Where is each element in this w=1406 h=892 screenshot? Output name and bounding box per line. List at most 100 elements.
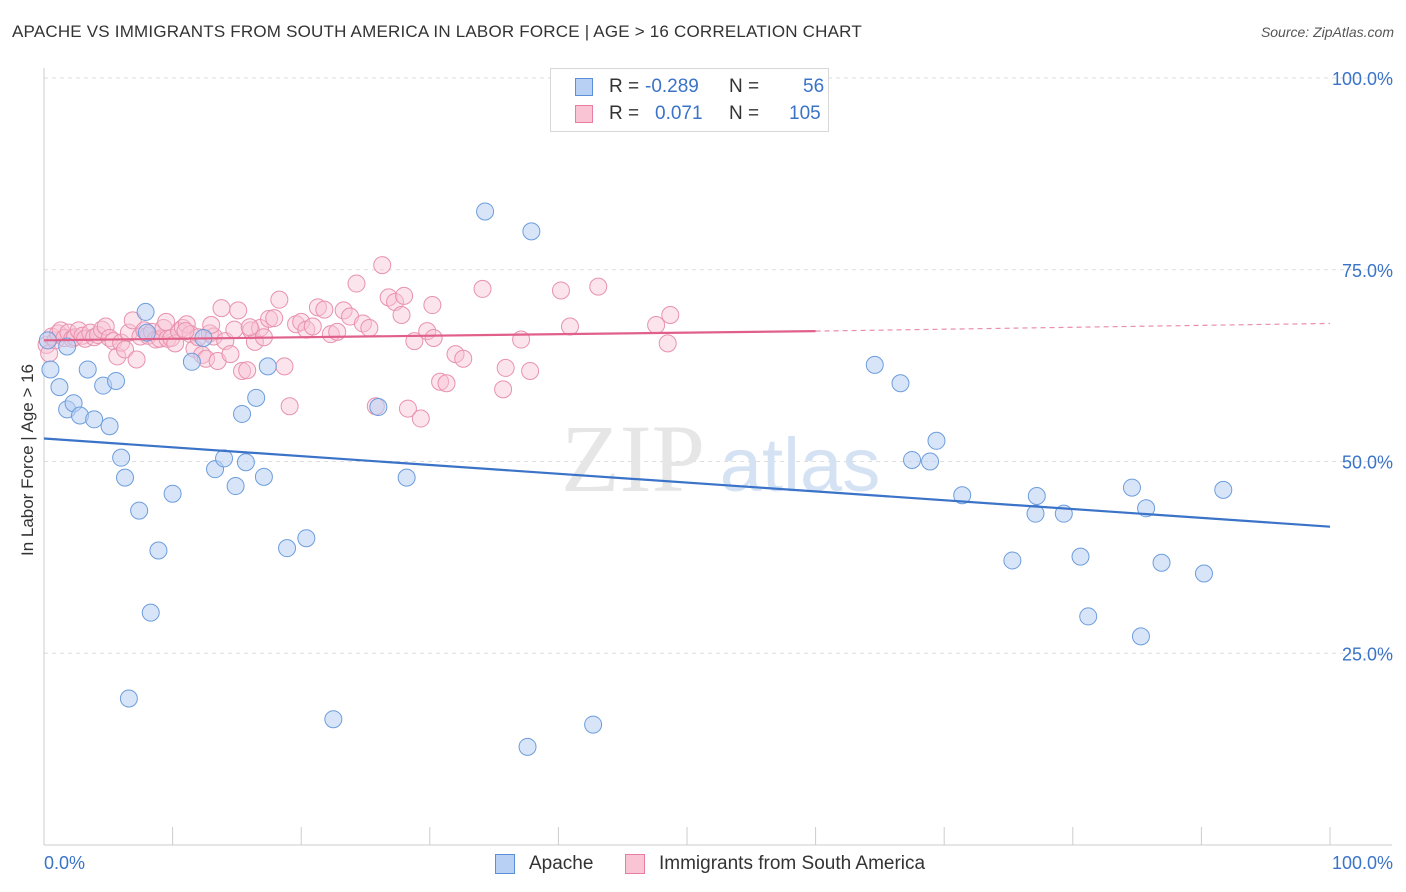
apache-point: [254, 467, 273, 486]
immigrants-point: [347, 274, 366, 293]
apache-point: [85, 410, 104, 429]
apache-point: [130, 501, 149, 520]
apache-point: [50, 378, 69, 397]
apache-point: [1003, 551, 1022, 570]
axes: [43, 68, 1392, 846]
apache-point: [1079, 607, 1098, 626]
immigrants-point: [494, 380, 513, 399]
watermark: ZIP atlas: [561, 405, 880, 512]
apache-point: [891, 374, 910, 393]
immigrants-point: [315, 300, 334, 319]
immigrants-point: [233, 361, 252, 380]
source-label: Source: ZipAtlas.com: [1260, 24, 1394, 40]
immigrants-point: [360, 319, 379, 338]
immigrants-trendline: [43, 330, 816, 342]
apache-point: [163, 484, 182, 503]
immigrants-point: [437, 374, 456, 393]
immigrants-point: [424, 329, 443, 348]
apache-point: [100, 417, 119, 436]
apache-point: [141, 603, 160, 622]
legend-label-immigrants: Immigrants from South America: [659, 853, 926, 874]
y-tick-label: 25.0%: [1342, 644, 1393, 664]
apache-point: [953, 486, 972, 505]
series-immigrants-points: [37, 256, 680, 428]
legend-swatch-immigrants: [625, 854, 645, 874]
immigrants-point: [238, 361, 257, 380]
apache-point: [107, 371, 126, 390]
immigrants-point: [647, 315, 666, 334]
immigrants-point: [177, 315, 196, 334]
apache-point: [1152, 553, 1171, 572]
legend-r-value: -0.289: [645, 76, 699, 97]
apache-point: [226, 477, 245, 496]
immigrants-point: [658, 334, 677, 353]
immigrants-point: [157, 312, 176, 331]
apache-point: [41, 360, 60, 379]
grid: [44, 77, 1392, 654]
immigrants-point: [96, 317, 115, 336]
immigrants-point: [225, 320, 244, 339]
immigrants-point: [212, 299, 231, 318]
immigrants-point: [127, 350, 146, 369]
immigrants-point: [379, 288, 398, 307]
apache-point: [1137, 499, 1156, 518]
apache-point: [518, 737, 537, 756]
legend-swatch-apache: [575, 78, 593, 96]
immigrants-point: [353, 314, 372, 333]
apache-point: [324, 710, 343, 729]
immigrants-point: [431, 372, 450, 391]
apache-point: [865, 355, 884, 374]
apache-point: [233, 404, 252, 423]
apache-point: [215, 449, 234, 468]
apache-point: [258, 357, 277, 376]
apache-point: [1194, 564, 1213, 583]
immigrants-point: [398, 399, 417, 418]
y-tick-label: 50.0%: [1342, 453, 1393, 473]
apache-point: [78, 360, 97, 379]
apache-point: [137, 323, 156, 342]
chart-title: APACHE VS IMMIGRANTS FROM SOUTH AMERICA …: [12, 22, 862, 41]
immigrants-point: [123, 311, 142, 330]
immigrants-point: [116, 340, 135, 359]
immigrants-point: [270, 290, 289, 309]
apache-point: [58, 337, 77, 356]
apache-point: [119, 689, 138, 708]
apache-point: [476, 202, 495, 221]
apache-point: [136, 302, 155, 321]
legend-r-label: R =: [609, 103, 640, 124]
apache-point: [921, 452, 940, 471]
immigrants-point: [589, 277, 608, 296]
immigrants-point: [265, 309, 284, 328]
immigrants-point: [275, 357, 294, 376]
apache-point: [927, 431, 946, 450]
apache-point: [1071, 547, 1090, 566]
immigrants-point: [521, 361, 540, 380]
immigrants-point: [108, 347, 127, 366]
apache-point: [903, 450, 922, 469]
immigrants-point: [280, 397, 299, 416]
immigrants-point: [251, 319, 270, 338]
watermark-zip: ZIP: [561, 405, 705, 512]
y-tick-label: 75.0%: [1342, 261, 1393, 281]
x-tick-label: 100.0%: [1332, 853, 1393, 873]
legend-label-apache: Apache: [529, 853, 594, 874]
apache-point: [1214, 480, 1233, 499]
apache-point: [112, 448, 131, 467]
apache-point: [236, 453, 255, 472]
apache-trendline: [43, 437, 1331, 528]
apache-point: [1026, 504, 1045, 523]
immigrants-point: [560, 317, 579, 336]
x-tick-label: 0.0%: [44, 853, 85, 873]
legend-swatch-immigrants: [575, 105, 593, 123]
series-apache-points: [38, 202, 1233, 756]
legend-n-value: 56: [803, 76, 825, 97]
legend-n-value: 105: [789, 103, 821, 124]
immigrants-point: [221, 345, 240, 364]
legend-n-label: N =: [729, 103, 760, 124]
apache-point: [1131, 627, 1150, 646]
immigrants-point: [260, 309, 279, 328]
immigrants-point: [303, 317, 322, 336]
apache-point: [297, 529, 316, 548]
immigrants-point: [473, 279, 492, 298]
apache-point: [247, 388, 266, 407]
